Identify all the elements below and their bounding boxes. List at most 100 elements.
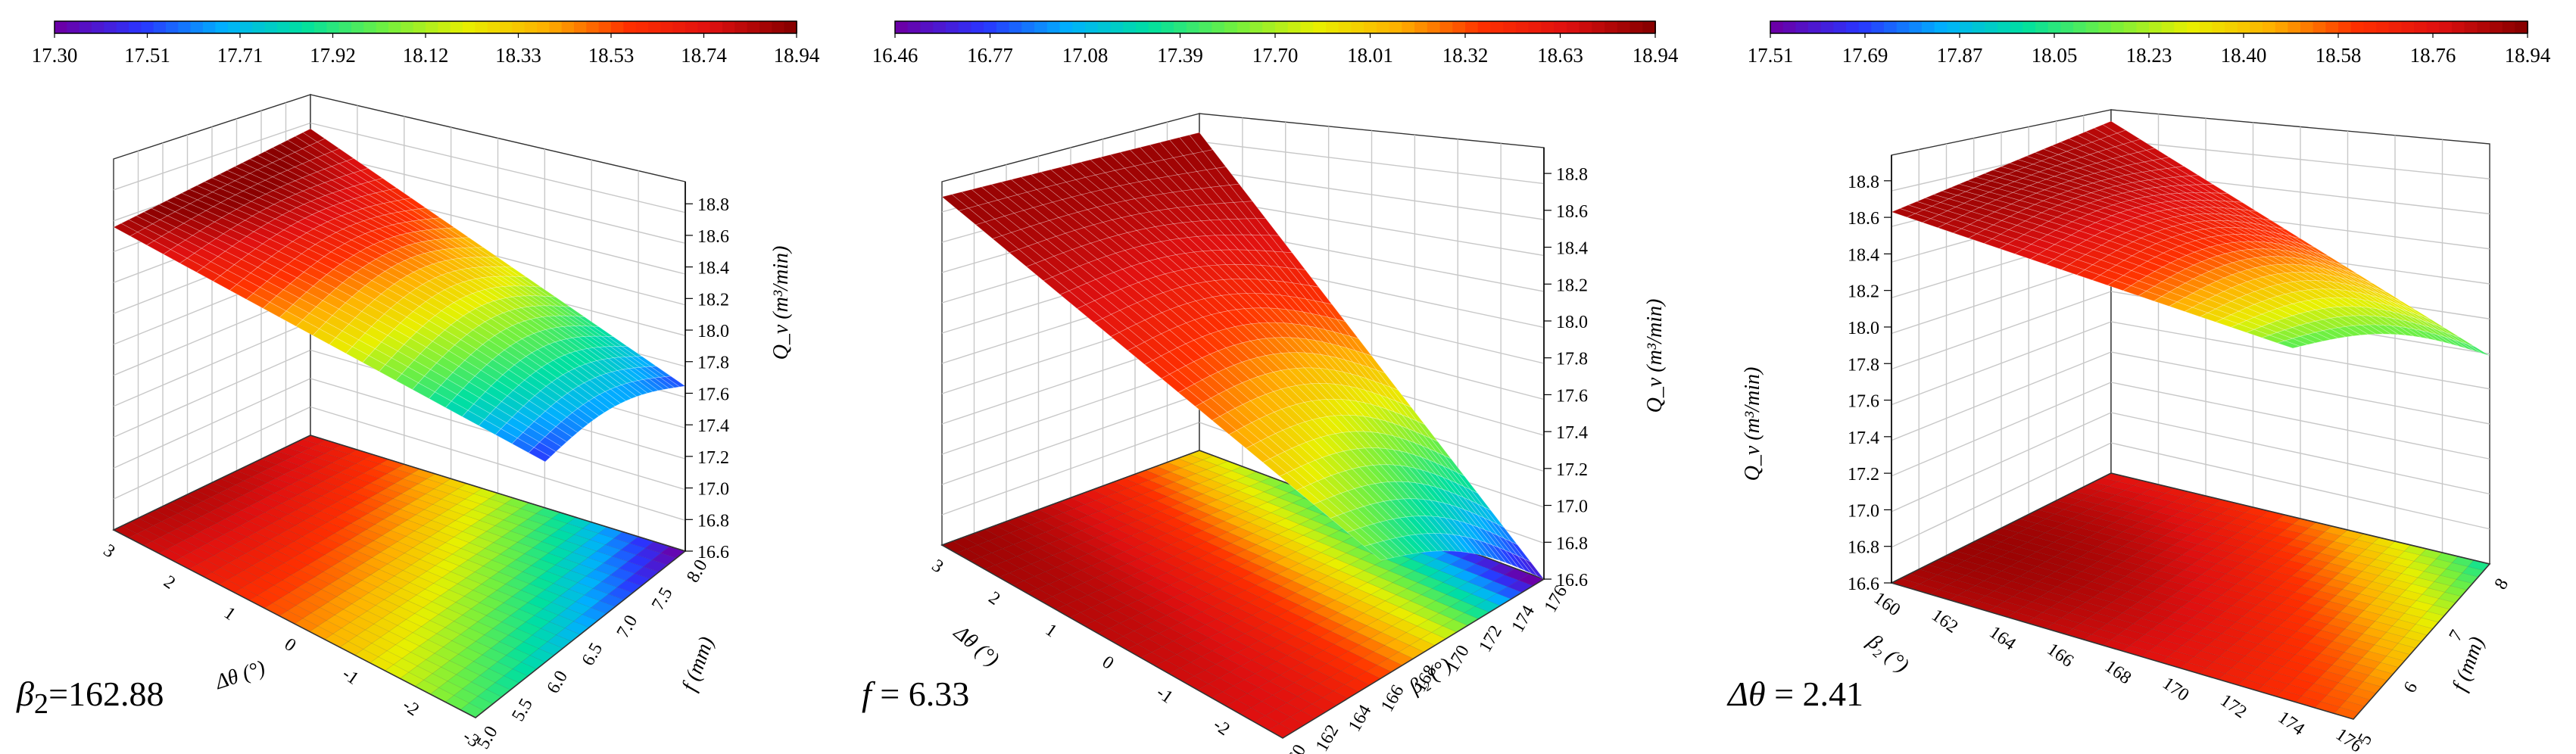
colorbar-segment bbox=[1871, 21, 1885, 33]
colorbar-segment bbox=[1212, 21, 1226, 33]
colorbar-segment bbox=[648, 21, 662, 33]
colorbar-segment bbox=[1617, 21, 1631, 33]
colorbar-segment bbox=[1541, 21, 1555, 33]
colorbar-segment bbox=[2388, 21, 2403, 33]
colorbar-segment bbox=[351, 21, 365, 33]
surface-plot-1: 17.30 17.51 17.71 17.92 18.12 18.33 18.53 18.74… bbox=[0, 0, 859, 754]
z-tick-label: 18.0 bbox=[1848, 319, 1879, 338]
y-tick-label: 5.0 bbox=[473, 723, 502, 752]
colorbar-segment bbox=[1376, 21, 1390, 33]
colorbar-segment bbox=[2035, 21, 2049, 33]
colorbar-tick-label: 18.32 bbox=[1442, 44, 1489, 67]
x-tick-label: -3 bbox=[1266, 747, 1290, 754]
y-tick-label: 166 bbox=[1377, 682, 1408, 715]
colorbar-segment bbox=[277, 21, 291, 33]
y-tick-label: 6.5 bbox=[579, 640, 607, 669]
colorbar-segment bbox=[2490, 21, 2503, 33]
colorbar-segment bbox=[524, 21, 538, 33]
z-tick-label: 17.8 bbox=[1556, 350, 1588, 369]
colorbar-segment bbox=[1249, 21, 1264, 33]
x-tick-label: 172 bbox=[2216, 690, 2250, 722]
colorbar-segment bbox=[1174, 21, 1187, 33]
colorbar-segment bbox=[190, 21, 204, 33]
colorbar-segment bbox=[289, 21, 303, 33]
colorbar-segment bbox=[1997, 21, 2011, 33]
z-tick-label: 17.6 bbox=[697, 385, 729, 404]
colorbar-segment bbox=[1960, 21, 1973, 33]
colorbar-tick-label: 18.94 bbox=[774, 44, 820, 67]
colorbar-segment bbox=[252, 21, 266, 33]
colorbar-segment bbox=[1237, 21, 1251, 33]
x-tick-label: 164 bbox=[1985, 622, 2019, 654]
y-axis-title: f (mm) bbox=[2448, 634, 2489, 694]
z-tick-label: 17.2 bbox=[1848, 465, 1879, 484]
colorbar-segment bbox=[1351, 21, 1365, 33]
colorbar-segment bbox=[1300, 21, 1315, 33]
colorbar-segment bbox=[1884, 21, 1898, 33]
colorbar-segment bbox=[2300, 21, 2314, 33]
x-tick-label: 168 bbox=[2101, 656, 2135, 688]
colorbar-segment bbox=[1123, 21, 1137, 33]
colorbar-segment bbox=[1833, 21, 1847, 33]
z-tick-label: 18.4 bbox=[697, 259, 729, 279]
colorbar-segment bbox=[1287, 21, 1302, 33]
colorbar-tick-label: 17.30 bbox=[32, 44, 78, 67]
colorbar-tick-label: 18.76 bbox=[2410, 44, 2456, 67]
colorbar-segment bbox=[1009, 21, 1023, 33]
colorbar-segment bbox=[1059, 21, 1074, 33]
colorbar-segment bbox=[2237, 21, 2251, 33]
colorbar-segment bbox=[561, 21, 575, 33]
colorbar-segment bbox=[2225, 21, 2238, 33]
x-tick-label: 1 bbox=[1042, 620, 1061, 641]
colorbar-segment bbox=[537, 21, 550, 33]
colorbar-segment bbox=[1275, 21, 1289, 33]
colorbar-tick-label: 16.46 bbox=[872, 44, 918, 67]
z-tick-label: 17.2 bbox=[697, 448, 729, 468]
colorbar-segment bbox=[1972, 21, 1986, 33]
z-tick-label: 17.8 bbox=[1848, 355, 1879, 375]
z-tick-label: 16.8 bbox=[697, 511, 729, 531]
colorbar-segment bbox=[1770, 21, 1784, 33]
colorbar-segment bbox=[895, 21, 909, 33]
colorbar-segment bbox=[1224, 21, 1238, 33]
x-tick-label: 174 bbox=[2275, 708, 2308, 740]
colorbar-segment bbox=[1097, 21, 1112, 33]
z-tick-label: 17.4 bbox=[1556, 423, 1588, 443]
colorbar-segment bbox=[1795, 21, 1809, 33]
colorbar-tick-label: 18.94 bbox=[2505, 44, 2551, 67]
colorbar-segment bbox=[1465, 21, 1479, 33]
colorbar-segment bbox=[1186, 21, 1200, 33]
colorbar-tick-label: 18.94 bbox=[1633, 44, 1679, 67]
colorbar-segment bbox=[2098, 21, 2112, 33]
colorbar-segment bbox=[611, 21, 625, 33]
colorbar-segment bbox=[314, 21, 328, 33]
colorbar-segment bbox=[2338, 21, 2352, 33]
colorbar-segment bbox=[227, 21, 241, 33]
colorbar-segment bbox=[549, 21, 563, 33]
colorbar-segment bbox=[933, 21, 947, 33]
colorbar-segment bbox=[1985, 21, 1998, 33]
colorbar-segment bbox=[2073, 21, 2087, 33]
colorbar-segment bbox=[1262, 21, 1276, 33]
colorbar-segment bbox=[203, 21, 217, 33]
colorbar-segment bbox=[759, 21, 773, 33]
colorbar-segment bbox=[623, 21, 637, 33]
z-axis-title: Q_v (m³/min) bbox=[1643, 299, 1667, 413]
colorbar-segment bbox=[500, 21, 513, 33]
colorbar-segment bbox=[129, 21, 142, 33]
colorbar-tick-label: 18.63 bbox=[1537, 44, 1583, 67]
colorbar-segment bbox=[401, 21, 414, 33]
colorbar-segment bbox=[1605, 21, 1618, 33]
colorbar-tick-label: 17.92 bbox=[310, 44, 356, 67]
colorbar-tick-label: 17.69 bbox=[1842, 44, 1888, 67]
surface-cell bbox=[2467, 344, 2490, 357]
colorbar-segment bbox=[747, 21, 760, 33]
colorbar-segment bbox=[1452, 21, 1466, 33]
z-tick-label: 18.2 bbox=[697, 290, 729, 310]
colorbar-segment bbox=[784, 21, 797, 33]
colorbar-segment bbox=[92, 21, 105, 33]
colorbar-segment bbox=[709, 21, 723, 33]
colorbar-segment bbox=[1820, 21, 1835, 33]
colorbar-tick-label: 18.12 bbox=[403, 44, 449, 67]
colorbar-segment bbox=[1148, 21, 1162, 33]
